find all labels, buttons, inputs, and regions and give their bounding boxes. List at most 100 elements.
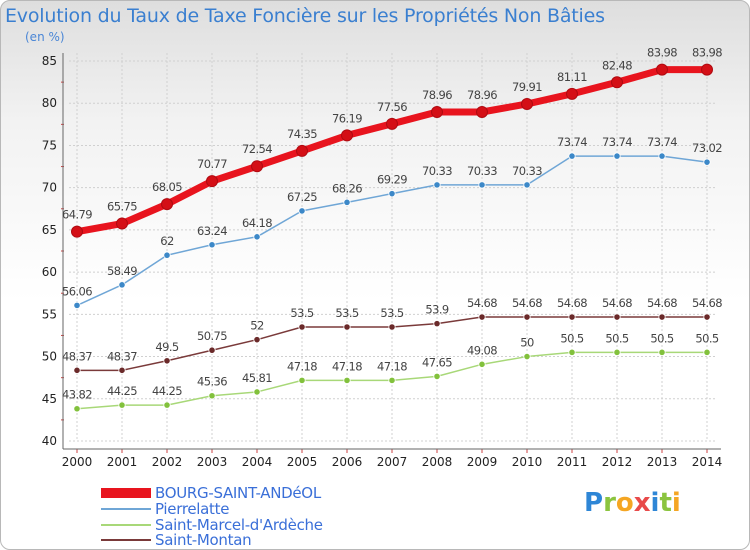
data-label: 47.18: [332, 359, 362, 373]
y-tick-label: 60: [42, 265, 57, 279]
data-label: 74.35: [287, 127, 317, 141]
data-label: 73.02: [692, 141, 722, 155]
data-point: [566, 87, 578, 100]
data-point: [613, 313, 621, 321]
legend-label: BOURG-SAINT-ANDéOL: [155, 484, 321, 502]
data-point: [73, 405, 81, 413]
data-label: 54.68: [557, 296, 587, 310]
data-point: [476, 106, 488, 119]
x-tick-label: 2005: [287, 455, 318, 469]
data-label: 64.79: [62, 208, 92, 222]
data-label: 50.75: [197, 329, 227, 343]
data-label: 70.33: [467, 164, 497, 178]
data-label: 49.08: [467, 343, 497, 357]
legend-label: Pierrelatte: [155, 500, 230, 518]
data-label: 54.68: [692, 296, 722, 310]
x-tick-label: 2000: [62, 455, 93, 469]
logo-letter: r: [603, 488, 616, 518]
data-point: [703, 348, 711, 356]
data-point: [523, 313, 531, 321]
data-point: [568, 313, 576, 321]
data-point: [253, 388, 261, 396]
data-point: [298, 376, 306, 384]
data-label: 73.74: [647, 135, 677, 149]
data-label: 69.29: [377, 173, 407, 187]
data-label: 44.25: [152, 384, 182, 398]
legend-label: Saint-Marcel-d'Ardèche: [155, 516, 323, 534]
data-point: [343, 198, 351, 206]
data-label: 44.25: [107, 384, 137, 398]
data-point: [343, 376, 351, 384]
data-label: 78.96: [422, 88, 452, 102]
data-label: 64.18: [242, 216, 272, 230]
data-point: [658, 348, 666, 356]
data-point: [433, 320, 441, 328]
data-label: 83.98: [692, 46, 722, 60]
data-point: [613, 152, 621, 160]
data-point: [161, 198, 173, 211]
data-label: 53.5: [380, 306, 403, 320]
data-label: 58.49: [107, 264, 137, 278]
data-point: [388, 376, 396, 384]
data-point: [206, 175, 218, 188]
data-label: 49.5: [155, 340, 178, 354]
data-label: 54.68: [467, 296, 497, 310]
data-point: [388, 190, 396, 198]
y-tick-label: 40: [42, 434, 57, 448]
data-label: 54.68: [512, 296, 542, 310]
data-point: [478, 313, 486, 321]
data-point: [73, 366, 81, 374]
data-label: 70.33: [512, 164, 542, 178]
y-tick-label: 85: [42, 54, 57, 68]
data-label: 53.5: [335, 306, 358, 320]
data-label: 45.81: [242, 371, 272, 385]
data-point: [251, 160, 263, 173]
data-label: 82.48: [602, 58, 632, 72]
data-label: 65.75: [107, 200, 137, 214]
y-tick-label: 55: [42, 307, 57, 321]
data-point: [73, 301, 81, 309]
logo-letter: i: [671, 488, 681, 518]
data-point: [701, 63, 713, 76]
data-label: 77.56: [377, 100, 407, 114]
x-tick-label: 2002: [152, 455, 183, 469]
data-label: 43.82: [62, 388, 92, 402]
y-tick-label: 50: [42, 350, 57, 364]
y-tick-label: 65: [42, 223, 57, 237]
data-point: [253, 336, 261, 344]
data-label: 70.33: [422, 164, 452, 178]
logo-letter: t: [659, 488, 672, 518]
data-label: 48.37: [107, 349, 137, 363]
data-label: 54.68: [602, 296, 632, 310]
logo-letter: i: [650, 488, 660, 518]
data-point: [163, 401, 171, 409]
data-point: [386, 117, 398, 130]
data-label: 73.74: [602, 135, 632, 149]
data-point: [611, 76, 623, 89]
x-tick-label: 2003: [197, 455, 228, 469]
data-point: [478, 360, 486, 368]
data-label: 81.11: [557, 70, 587, 84]
x-tick-label: 2010: [512, 455, 543, 469]
data-point: [208, 241, 216, 249]
data-point: [298, 323, 306, 331]
data-label: 76.19: [332, 111, 362, 125]
data-point: [208, 392, 216, 400]
data-label: 78.96: [467, 88, 497, 102]
data-label: 62: [160, 234, 174, 248]
data-point: [116, 217, 128, 230]
data-label: 50.5: [650, 331, 673, 345]
data-label: 83.98: [647, 46, 677, 60]
data-label: 68.26: [332, 181, 362, 195]
data-point: [71, 225, 83, 238]
data-point: [703, 313, 711, 321]
data-point: [118, 281, 126, 289]
data-label: 72.54: [242, 142, 272, 156]
proxiti-logo: Proxiti: [584, 488, 681, 518]
data-point: [253, 233, 261, 241]
data-point: [433, 181, 441, 189]
data-label: 70.77: [197, 157, 227, 171]
x-tick-label: 2011: [557, 455, 588, 469]
